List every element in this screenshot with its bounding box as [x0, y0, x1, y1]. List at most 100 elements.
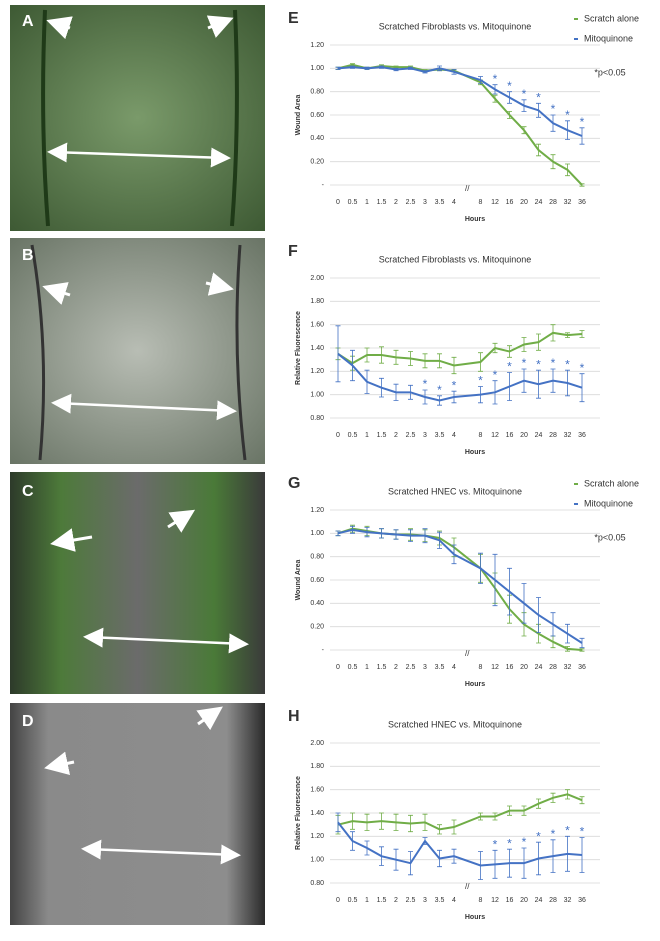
- significance-marker: *: [536, 829, 541, 843]
- y-tick-label: 0.80: [310, 554, 324, 561]
- legend-label: Scratch alone: [584, 13, 639, 23]
- x-tick-label: 36: [578, 432, 586, 439]
- panel-label: E: [288, 10, 299, 27]
- y-tick-label: -: [322, 182, 325, 189]
- series-line: [337, 331, 583, 367]
- x-tick-label: 1.5: [377, 897, 387, 904]
- x-axis-label: Hours: [465, 449, 485, 456]
- axis-break: //: [465, 882, 470, 891]
- series-line: [337, 353, 583, 402]
- x-tick-label: 2: [394, 897, 398, 904]
- significance-marker: *: [423, 377, 428, 391]
- y-tick-label: 1.00: [310, 530, 324, 537]
- chart-0: E Scratched Fibroblasts vs. Mitoquinone Wo…: [288, 10, 639, 223]
- chart-title: Scratched HNEC vs. Mitoquinone: [388, 486, 522, 496]
- panel-label: F: [288, 243, 298, 260]
- x-tick-label: 2.5: [406, 897, 416, 904]
- y-tick-label: 0.80: [310, 415, 324, 422]
- x-tick-label: 3: [423, 432, 427, 439]
- note: *p<0.05: [594, 67, 625, 77]
- significance-marker: *: [452, 378, 457, 392]
- axis-break: //: [465, 649, 470, 658]
- error-bar: [335, 530, 341, 537]
- series-line: [337, 63, 583, 186]
- y-tick-label: 2.00: [310, 740, 324, 747]
- chart-title: Scratched HNEC vs. Mitoquinone: [388, 719, 522, 729]
- x-tick-label: 2: [394, 664, 398, 671]
- significance-marker: *: [565, 824, 570, 838]
- y-axis-label: Relative Fluorescence: [295, 776, 302, 850]
- y-tick-label: 1.00: [310, 392, 324, 399]
- chart-3: H Scratched HNEC vs. Mitoquinone Relative …: [288, 708, 600, 921]
- x-tick-label: 0.5: [348, 199, 358, 206]
- x-tick-label: 4: [452, 897, 456, 904]
- significance-marker: *: [580, 825, 585, 839]
- x-tick-label: 3: [423, 664, 427, 671]
- x-tick-label: 3.5: [435, 664, 445, 671]
- x-tick-label: 0: [336, 664, 340, 671]
- x-tick-label: 16: [506, 199, 514, 206]
- panel-label: B: [22, 247, 34, 264]
- panel-label: A: [22, 13, 34, 30]
- legend-label: Scratch alone: [584, 478, 639, 488]
- x-tick-label: 12: [491, 432, 499, 439]
- significance-marker: *: [565, 357, 570, 371]
- y-tick-label: 0.80: [310, 880, 324, 887]
- x-tick-label: 0: [336, 199, 340, 206]
- series-line: [337, 66, 583, 137]
- x-tick-label: 16: [506, 897, 514, 904]
- panel-label: G: [288, 475, 300, 492]
- panel-label: D: [22, 713, 34, 730]
- x-tick-label: 20: [520, 432, 528, 439]
- significance-marker: *: [580, 115, 585, 129]
- x-tick-label: 12: [491, 897, 499, 904]
- y-tick-label: 1.60: [310, 322, 324, 329]
- x-tick-label: 2.5: [406, 432, 416, 439]
- x-tick-label: 2: [394, 432, 398, 439]
- significance-marker: *: [551, 827, 556, 841]
- x-tick-label: 28: [549, 897, 557, 904]
- x-tick-label: 3.5: [435, 432, 445, 439]
- x-tick-label: 0: [336, 897, 340, 904]
- x-tick-label: 4: [452, 432, 456, 439]
- x-tick-label: 4: [452, 199, 456, 206]
- x-tick-label: 2: [394, 199, 398, 206]
- legend-label: Mitoquinone: [584, 498, 633, 508]
- x-tick-label: 24: [535, 432, 543, 439]
- x-tick-label: 32: [564, 432, 572, 439]
- x-tick-label: 3.5: [435, 897, 445, 904]
- y-tick-label: 1.40: [310, 345, 324, 352]
- significance-marker: *: [551, 356, 556, 370]
- x-tick-label: 1.5: [377, 664, 387, 671]
- error-bar: [579, 796, 585, 805]
- x-tick-label: 36: [578, 664, 586, 671]
- axis-break: //: [465, 184, 470, 193]
- x-tick-label: 12: [491, 199, 499, 206]
- significance-marker: *: [536, 91, 541, 105]
- y-tick-label: 1.80: [310, 298, 324, 305]
- chart-1: F Scratched Fibroblasts vs. Mitoquinone Re…: [288, 243, 600, 456]
- x-tick-label: 32: [564, 897, 572, 904]
- significance-marker: *: [507, 79, 512, 93]
- y-tick-label: -: [322, 647, 325, 654]
- y-tick-label: 1.80: [310, 763, 324, 770]
- y-tick-label: 0.40: [310, 135, 324, 142]
- x-tick-label: 28: [549, 664, 557, 671]
- y-tick-label: 0.20: [310, 624, 324, 631]
- y-tick-label: 1.40: [310, 810, 324, 817]
- x-tick-label: 32: [564, 664, 572, 671]
- x-axis-label: Hours: [465, 681, 485, 688]
- significance-marker: *: [565, 108, 570, 122]
- series-line: [337, 528, 583, 644]
- x-tick-label: 1: [365, 432, 369, 439]
- series-line: [337, 793, 583, 831]
- y-axis-label: Wound Area: [295, 94, 302, 135]
- error-bar: [335, 325, 341, 383]
- series-line: [337, 821, 583, 867]
- x-tick-label: 24: [535, 664, 543, 671]
- x-tick-label: 1.5: [377, 199, 387, 206]
- x-tick-label: 0.5: [348, 432, 358, 439]
- x-tick-label: 3: [423, 199, 427, 206]
- x-tick-label: 1: [365, 199, 369, 206]
- chart-2: G Scratched HNEC vs. Mitoquinone Wound Are…: [288, 475, 639, 688]
